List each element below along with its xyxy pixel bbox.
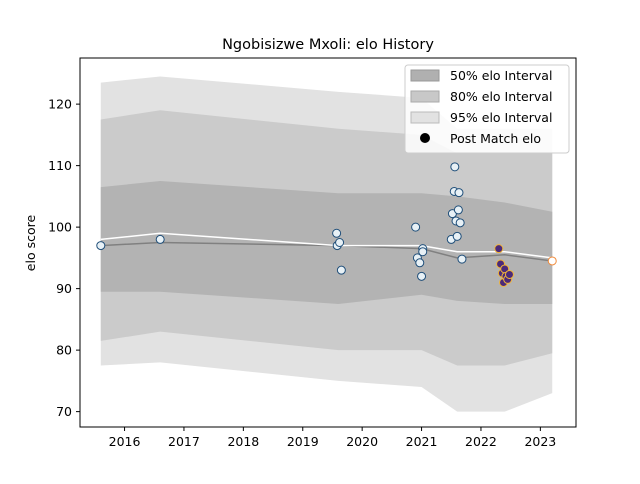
band-50-interval <box>100 181 553 304</box>
y-axis: 70 80 90 100 110 120 <box>48 97 80 419</box>
legend-swatch-95 <box>410 111 440 124</box>
legend-label-95: 95% elo Interval <box>450 110 552 125</box>
x-tick-label-2020: 2020 <box>346 434 378 449</box>
post-match-point-1 <box>155 234 165 244</box>
x-tick-label-2021: 2021 <box>406 434 438 449</box>
post-match-point-17 <box>452 231 462 241</box>
post-match-point-5 <box>336 265 346 275</box>
y-tick-label-110: 110 <box>48 158 72 173</box>
plot-frame <box>79 57 577 428</box>
post-match-point-29 <box>504 269 514 279</box>
post-match-point-21 <box>457 254 467 264</box>
legend-label-80: 80% elo Interval <box>450 89 552 104</box>
plot-area <box>96 76 557 412</box>
post-match-point-15 <box>450 162 460 172</box>
post-match-point-4 <box>335 238 345 247</box>
x-tick-label-2023: 2023 <box>524 434 556 449</box>
x-tick-label-2022: 2022 <box>465 434 497 449</box>
y-tick-label-90: 90 <box>56 281 72 296</box>
x-axis: 2016 2017 2018 2019 2020 2021 2022 2023 <box>109 427 556 449</box>
y-tick-label-80: 80 <box>56 343 72 358</box>
x-tick-label-2018: 2018 <box>227 434 259 449</box>
legend-label-50: 50% elo Interval <box>450 68 552 83</box>
y-tick-label-100: 100 <box>48 220 72 235</box>
y-tick-label-120: 120 <box>48 97 72 112</box>
post-match-point-19 <box>454 188 464 198</box>
post-match-point-8 <box>415 258 425 268</box>
post-match-point-18 <box>453 205 463 215</box>
legend-swatch-80 <box>410 90 440 103</box>
y-axis-label: elo score <box>23 215 38 272</box>
post-match-point-30 <box>547 256 557 266</box>
post-match-point-9 <box>417 271 427 281</box>
x-tick-label-2019: 2019 <box>287 434 319 449</box>
post-match-point-20 <box>455 218 465 228</box>
legend-label-post-match: Post Match elo <box>450 131 541 146</box>
legend-marker-post-match <box>420 133 430 143</box>
y-tick-label-70: 70 <box>56 404 72 419</box>
chart-title: Ngobisizwe Mxoli: elo History <box>222 37 434 53</box>
legend-swatch-50 <box>410 69 440 82</box>
x-tick-label-2016: 2016 <box>109 434 141 449</box>
post-match-point-0 <box>96 241 106 251</box>
post-match-point-22 <box>494 244 504 254</box>
post-match-point-6 <box>411 222 421 232</box>
legend: 50% elo Interval 80% elo Interval 95% el… <box>404 64 570 154</box>
legend-box <box>404 64 570 154</box>
post-match-point-2 <box>332 228 342 238</box>
x-tick-label-2017: 2017 <box>168 434 200 449</box>
post-match-point-11 <box>418 247 428 257</box>
